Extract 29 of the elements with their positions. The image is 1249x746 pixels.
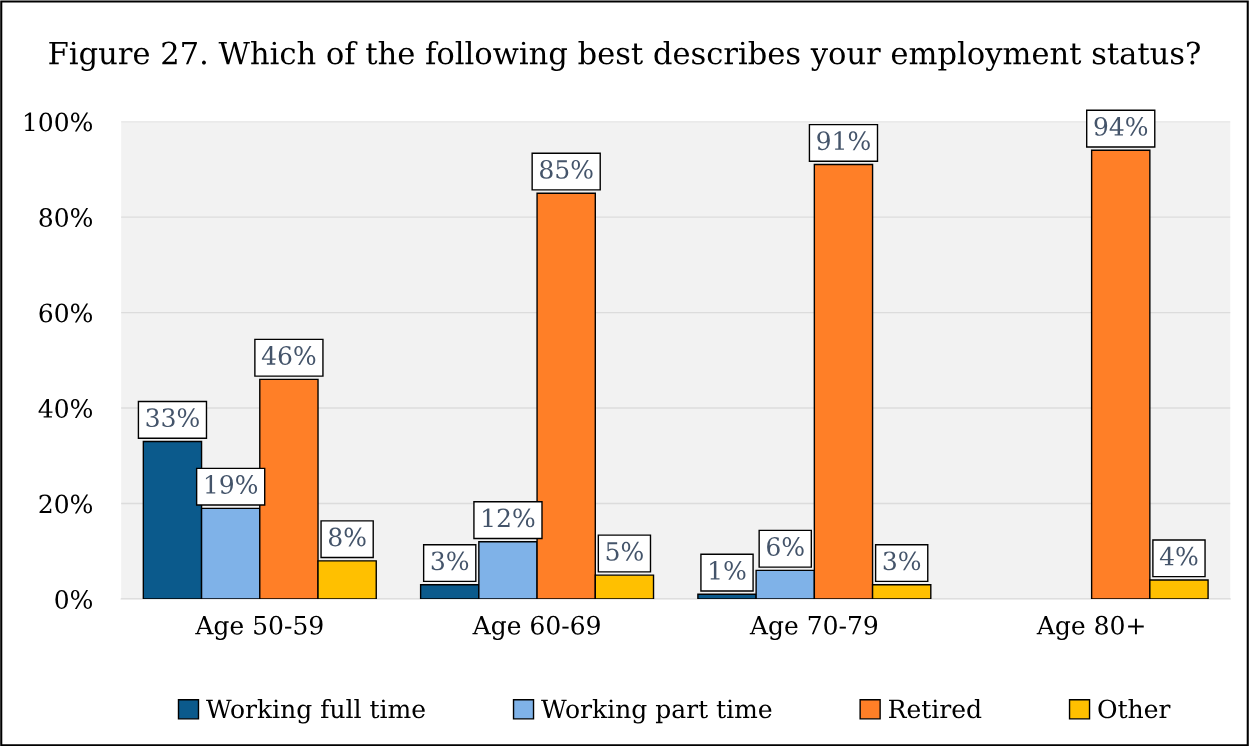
data-label: 19%	[205, 475, 258, 494]
data-label: 33%	[146, 408, 199, 428]
y-tick-label: 80%	[39, 208, 92, 227]
data-label: 91%	[817, 131, 870, 151]
legend-label: Working part time	[541, 698, 772, 724]
data-label: 8%	[328, 527, 366, 547]
data-label: 94%	[1094, 116, 1148, 136]
legend-label: Working full time	[206, 698, 425, 724]
legend-label: Other	[1098, 698, 1171, 719]
data-label: 1%	[710, 560, 746, 580]
data-label: 4%	[1159, 546, 1198, 566]
data-label: 12%	[483, 508, 535, 528]
y-tick-label: 40%	[38, 399, 92, 418]
y-tick-label: 20%	[39, 494, 92, 514]
chart-title: Figure 27. Which of the following best describes your employment status?	[49, 40, 1200, 71]
data-label: 3%	[883, 551, 921, 571]
legend-label: Retired	[889, 698, 982, 719]
y-tick-label: 0%	[55, 589, 92, 609]
x-tick-label: Age 70-79	[749, 615, 878, 640]
x-tick-label: Age 80+	[1036, 615, 1144, 640]
data-label: 85%	[540, 159, 593, 179]
y-tick-label: 100%	[24, 112, 92, 132]
data-label: 46%	[261, 346, 316, 366]
data-label: 3%	[431, 551, 469, 571]
data-label: 5%	[606, 541, 643, 561]
data-label: 6%	[767, 537, 804, 556]
x-tick-label: Age 50-59	[195, 615, 323, 640]
y-tick-label: 60%	[39, 303, 92, 323]
x-tick-label: Age 60-69	[472, 615, 600, 640]
